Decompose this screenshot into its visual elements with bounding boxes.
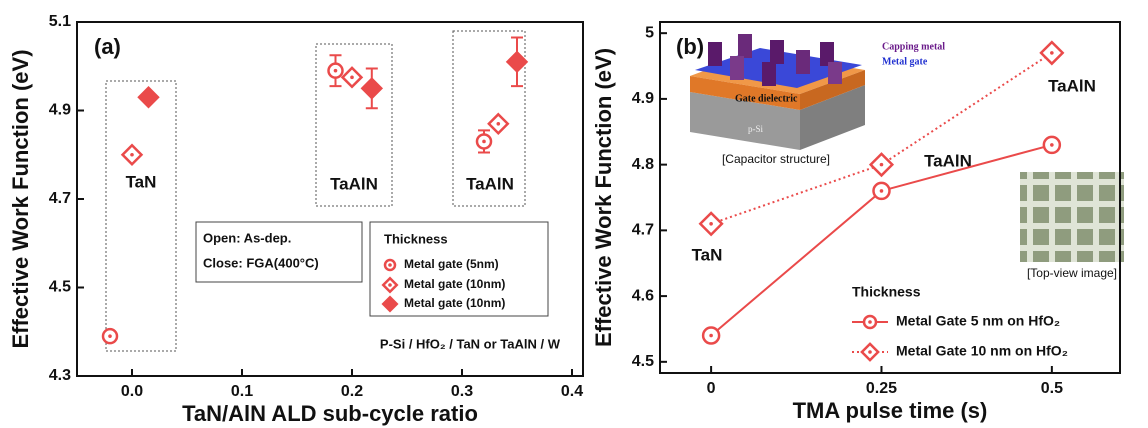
legend-label: Metal Gate 5 nm on HfO₂ — [896, 313, 1060, 329]
y-tick-label: 4.5 — [632, 353, 654, 370]
annotation: P-Si / HfO₂ / TaN or TaAlN / W — [380, 336, 561, 351]
group-box — [106, 81, 176, 351]
x-axis-title: TaN/AlN ALD sub-cycle ratio — [182, 401, 478, 426]
annotation: Gate dielectric — [735, 93, 798, 104]
x-tick-label: 0.3 — [451, 383, 473, 400]
y-tick-label: 4.9 — [632, 90, 654, 107]
y-tick-label: 4.5 — [49, 279, 71, 296]
x-tick-label: 0.5 — [1041, 380, 1063, 397]
x-tick-label: 0.2 — [341, 383, 363, 400]
point — [139, 88, 158, 107]
top-view-image — [1020, 172, 1124, 262]
x-tick-label: 0.1 — [231, 383, 253, 400]
panel-label: (b) — [676, 34, 704, 59]
legend-marker-center — [868, 320, 872, 324]
panel-label: (a) — [94, 34, 121, 59]
legend-title: Thickness — [852, 284, 921, 300]
point — [508, 52, 527, 71]
annotation: [Top-view image] — [1027, 266, 1117, 280]
y-tick-label: 4.6 — [632, 287, 654, 304]
point-center — [108, 334, 112, 338]
annotation: TaN — [126, 172, 157, 191]
annotation: TaN — [692, 245, 723, 264]
y-tick-label: 5.1 — [49, 13, 71, 30]
legend-label: Metal gate (10nm) — [404, 296, 505, 310]
legend-marker-center — [388, 263, 392, 267]
y-axis-title: Effective Work Function (eV) — [591, 48, 616, 347]
point-center — [482, 140, 486, 144]
annotation: p-Si — [748, 124, 764, 134]
x-tick-label: 0.25 — [866, 380, 897, 397]
point-center — [350, 76, 354, 80]
point-center — [1050, 51, 1054, 55]
legend-marker-center — [388, 283, 392, 287]
annotation: Close: FGA(400°C) — [203, 255, 319, 270]
annotation: TaAlN — [1048, 76, 1096, 95]
x-tick-label: 0 — [707, 380, 716, 397]
legend-marker-center — [868, 350, 872, 354]
legend-label: Metal gate (5nm) — [404, 257, 499, 271]
point-center — [709, 222, 713, 226]
point-center — [1050, 143, 1054, 147]
y-tick-label: 4.7 — [632, 222, 654, 239]
capacitor-illustration — [690, 34, 865, 150]
point-center — [497, 122, 501, 126]
y-axis-title: Effective Work Function (eV) — [8, 49, 33, 348]
point-center — [130, 153, 134, 157]
figure: (a) TaN TaAlN TaAlN Open: As-dep. Close:… — [0, 0, 1148, 428]
x-axis-title: TMA pulse time (s) — [793, 398, 988, 423]
annotation: TaAlN — [466, 174, 514, 193]
annotation: Capping metal — [882, 41, 945, 52]
y-tick-label: 4.9 — [49, 102, 71, 119]
x-tick-label: 0.4 — [561, 383, 583, 400]
annotation: [Capacitor structure] — [722, 152, 830, 166]
point-center — [709, 334, 713, 338]
legend-title: Thickness — [384, 231, 448, 246]
y-tick-label: 5 — [645, 24, 654, 41]
y-tick-label: 4.3 — [49, 367, 71, 384]
x-tick-label: 0.0 — [121, 383, 143, 400]
y-tick-label: 4.8 — [632, 156, 654, 173]
legend-label: Metal gate (10nm) — [404, 277, 505, 291]
legend-label: Metal Gate 10 nm on HfO₂ — [896, 343, 1068, 359]
annotation: TaAlN — [330, 174, 378, 193]
point — [362, 79, 381, 98]
point-center — [880, 163, 884, 167]
point-center — [880, 189, 884, 193]
annotation: Metal gate — [882, 56, 928, 67]
y-tick-label: 4.7 — [49, 190, 71, 207]
annotation: Open: As-dep. — [203, 230, 291, 245]
point-center — [334, 69, 338, 73]
